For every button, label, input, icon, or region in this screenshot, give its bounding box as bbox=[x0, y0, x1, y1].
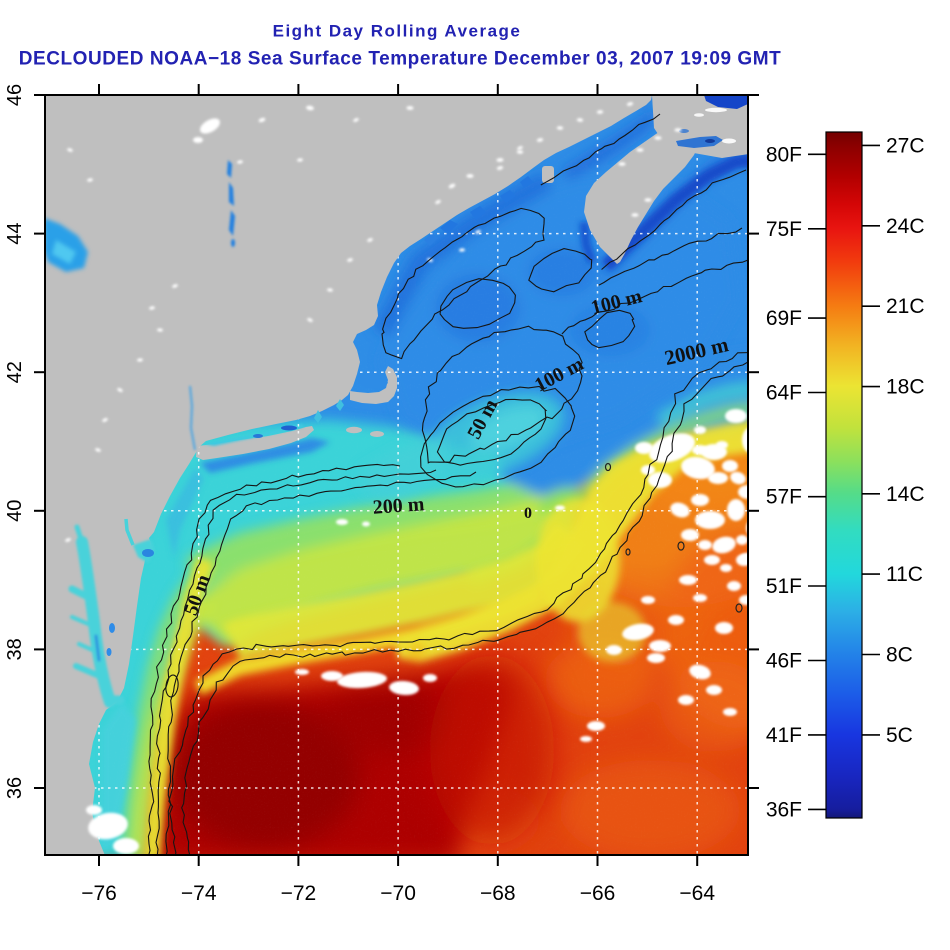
svg-text:41F: 41F bbox=[766, 724, 802, 747]
svg-text:40: 40 bbox=[4, 500, 26, 522]
svg-text:21C: 21C bbox=[886, 295, 925, 318]
svg-text:200 m: 200 m bbox=[372, 493, 425, 519]
svg-text:80F: 80F bbox=[766, 143, 802, 166]
svg-text:64F: 64F bbox=[766, 382, 802, 405]
svg-text:36F: 36F bbox=[766, 798, 802, 821]
svg-text:8C: 8C bbox=[886, 644, 913, 667]
svg-text:−72: −72 bbox=[281, 882, 317, 905]
svg-text:−68: −68 bbox=[480, 882, 516, 905]
svg-text:38: 38 bbox=[4, 638, 26, 660]
svg-text:27C: 27C bbox=[886, 134, 925, 157]
svg-text:42: 42 bbox=[4, 361, 26, 383]
svg-text:DECLOUDED NOAA−18 Sea Surface: DECLOUDED NOAA−18 Sea Surface Temperatur… bbox=[19, 49, 782, 70]
svg-text:57F: 57F bbox=[766, 486, 802, 509]
svg-text:−76: −76 bbox=[81, 882, 117, 905]
svg-text:46: 46 bbox=[4, 84, 26, 106]
svg-text:24C: 24C bbox=[886, 215, 925, 238]
svg-text:−66: −66 bbox=[580, 882, 616, 905]
svg-text:5C: 5C bbox=[886, 724, 913, 747]
svg-text:14C: 14C bbox=[886, 483, 925, 506]
svg-text:44: 44 bbox=[4, 222, 26, 244]
svg-text:−74: −74 bbox=[181, 882, 217, 905]
svg-text:75F: 75F bbox=[766, 218, 802, 241]
svg-text:69F: 69F bbox=[766, 307, 802, 330]
svg-text:0: 0 bbox=[524, 505, 532, 522]
svg-text:Eight Day Rolling Average: Eight Day Rolling Average bbox=[273, 22, 522, 41]
svg-text:18C: 18C bbox=[886, 376, 925, 399]
svg-text:51F: 51F bbox=[766, 575, 802, 598]
svg-text:11C: 11C bbox=[886, 563, 923, 586]
svg-text:46F: 46F bbox=[766, 650, 802, 673]
svg-text:−64: −64 bbox=[679, 882, 715, 905]
svg-text:36: 36 bbox=[4, 777, 26, 799]
svg-text:−70: −70 bbox=[380, 882, 416, 905]
